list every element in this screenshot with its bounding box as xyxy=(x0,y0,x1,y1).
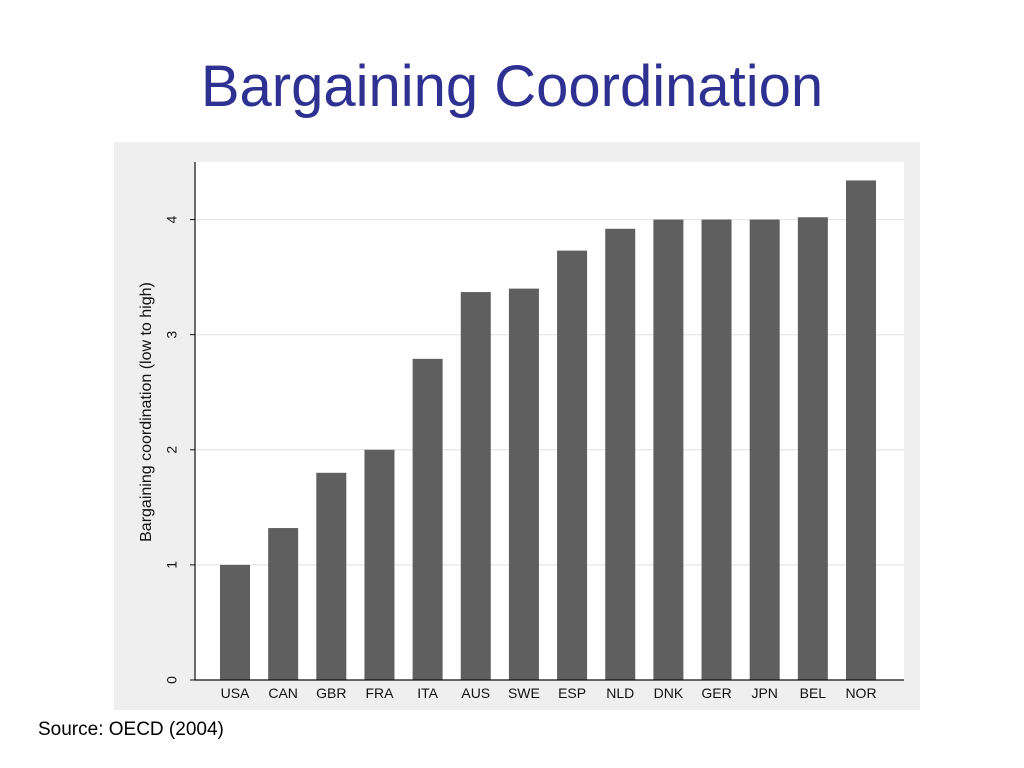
plot-area xyxy=(195,162,904,680)
y-tick-label: 2 xyxy=(164,446,180,454)
bar-dnk xyxy=(653,219,684,681)
x-tick-label-bel: BEL xyxy=(800,685,827,701)
x-tick-label-ita: ITA xyxy=(417,685,438,701)
x-tick-labels: USA CAN GBR FRA ITA AUS SWE ESP NLD DNK GER JPN BEL N… xyxy=(221,685,877,701)
bar-bel xyxy=(797,217,828,680)
bar-usa xyxy=(220,564,250,680)
y-tick-labels: 0 1 2 3 4 xyxy=(164,215,195,684)
x-tick-label-usa: USA xyxy=(221,685,250,701)
gridlines xyxy=(195,218,904,566)
y-tick-label: 1 xyxy=(164,561,180,569)
y-tick-label: 0 xyxy=(164,676,180,684)
x-tick-label-esp: ESP xyxy=(558,685,586,701)
x-tick-label-dnk: DNK xyxy=(654,685,684,701)
x-tick-label-jpn: JPN xyxy=(751,685,777,701)
x-tick-label-fra: FRA xyxy=(365,685,394,701)
x-tick-label-nor: NOR xyxy=(845,685,876,701)
bars xyxy=(220,180,876,681)
x-tick-label-can: CAN xyxy=(268,685,298,701)
bar-can xyxy=(268,528,299,680)
bar-gbr xyxy=(316,472,347,680)
bar-esp xyxy=(557,250,588,680)
x-tick-label-ger: GER xyxy=(701,685,731,701)
bar-fra xyxy=(364,449,395,680)
bar-ger xyxy=(701,219,732,681)
slide-title: Bargaining Coordination xyxy=(200,54,824,119)
axes xyxy=(194,162,904,681)
bar-ita xyxy=(412,358,443,680)
x-tick-label-nld: NLD xyxy=(606,685,634,701)
x-tick-label-swe: SWE xyxy=(508,685,540,701)
bar-chart: 0 1 2 3 4 USA CAN GBR FRA ITA AUS SWE ESP NLD DNK GER J… xyxy=(138,162,904,701)
x-tick-label-gbr: GBR xyxy=(316,685,346,701)
bar-jpn xyxy=(749,219,780,681)
bar-swe xyxy=(508,288,539,680)
bar-aus xyxy=(460,292,491,680)
y-tick-label: 3 xyxy=(164,331,180,339)
y-tick-label: 4 xyxy=(164,215,180,223)
y-axis-title: Bargaining coordination (low to high) xyxy=(138,282,155,542)
x-tick-label-aus: AUS xyxy=(461,685,490,701)
chart-frame: 0 1 2 3 4 USA CAN GBR FRA ITA AUS SWE ESP NLD DNK GER J… xyxy=(114,142,920,710)
bar-nor xyxy=(846,180,876,680)
source-note: Source: OECD (2004) xyxy=(38,719,224,740)
bar-nld xyxy=(605,228,636,680)
